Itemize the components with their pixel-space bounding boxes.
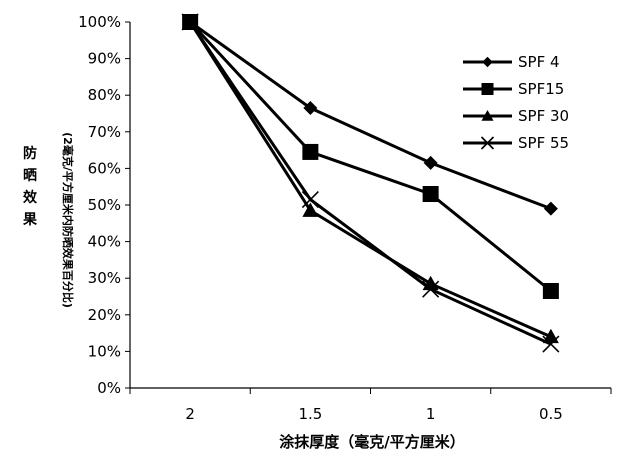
x-tick-label: 0.5 [539, 405, 563, 423]
legend-marker [480, 136, 495, 150]
series-line-spf4 [189, 20, 552, 211]
data-point-spf55 [542, 335, 560, 353]
legend-entry: SPF15 [518, 80, 564, 98]
data-point-spf30 [542, 328, 559, 344]
series-line-spf55 [188, 21, 552, 346]
x-tick-label: 1 [426, 405, 436, 423]
y-axis-sublabel: (2毫克/平方厘米内防晒效果百分比) [61, 132, 75, 308]
data-point-spf15 [542, 283, 559, 300]
x-tick-label: 1.5 [298, 405, 322, 423]
series-line-spf15 [189, 20, 552, 293]
legend-marker [481, 110, 494, 121]
data-point-spf4 [423, 155, 438, 170]
data-point-spf15 [302, 143, 319, 160]
y-tick-label: 80% [88, 86, 121, 104]
series-lines [188, 20, 552, 346]
legend-marker [482, 56, 493, 68]
y-tick-label: 60% [88, 159, 121, 177]
x-axis-label: 涂抹厚度（毫克/平方厘米） [279, 433, 464, 451]
y-tick-label: 0% [97, 379, 121, 397]
y-tick-label: 100% [78, 13, 121, 31]
x-tick-labels: 2 1.5 1 0.5 [185, 405, 562, 423]
y-tick-label: 70% [88, 123, 121, 141]
data-point-spf4 [543, 201, 558, 216]
data-point-spf55 [181, 13, 199, 31]
y-tick-label: 30% [88, 269, 121, 287]
series-line-spf30 [188, 21, 552, 339]
series-markers [181, 13, 560, 353]
y-tick-label: 50% [88, 196, 121, 214]
legend-entry: SPF 4 [518, 53, 560, 71]
legend: SPF 4 SPF15 SPF 30 SPF 55 [463, 53, 569, 152]
y-tick-label: 40% [88, 233, 121, 251]
legend-entry: SPF 55 [518, 134, 569, 152]
legend-marker [481, 83, 494, 95]
y-tick-labels: 0% 10% 20% 30% 40% 50% 60% 70% 80% 90% 100% [78, 13, 121, 397]
axes [125, 21, 612, 394]
legend-entry: SPF 30 [518, 107, 569, 125]
y-tick-label: 90% [88, 50, 121, 68]
y-axis-label: 防晒效果 [22, 145, 38, 228]
y-tick-label: 20% [88, 306, 121, 324]
data-point-spf4 [303, 101, 318, 116]
data-point-spf30 [302, 202, 319, 217]
data-point-spf30 [422, 275, 439, 291]
data-point-spf15 [422, 186, 439, 203]
data-point-spf55 [301, 190, 319, 209]
x-tick-label: 2 [185, 405, 195, 423]
y-tick-label: 10% [88, 342, 121, 360]
data-point-spf55 [422, 280, 440, 298]
